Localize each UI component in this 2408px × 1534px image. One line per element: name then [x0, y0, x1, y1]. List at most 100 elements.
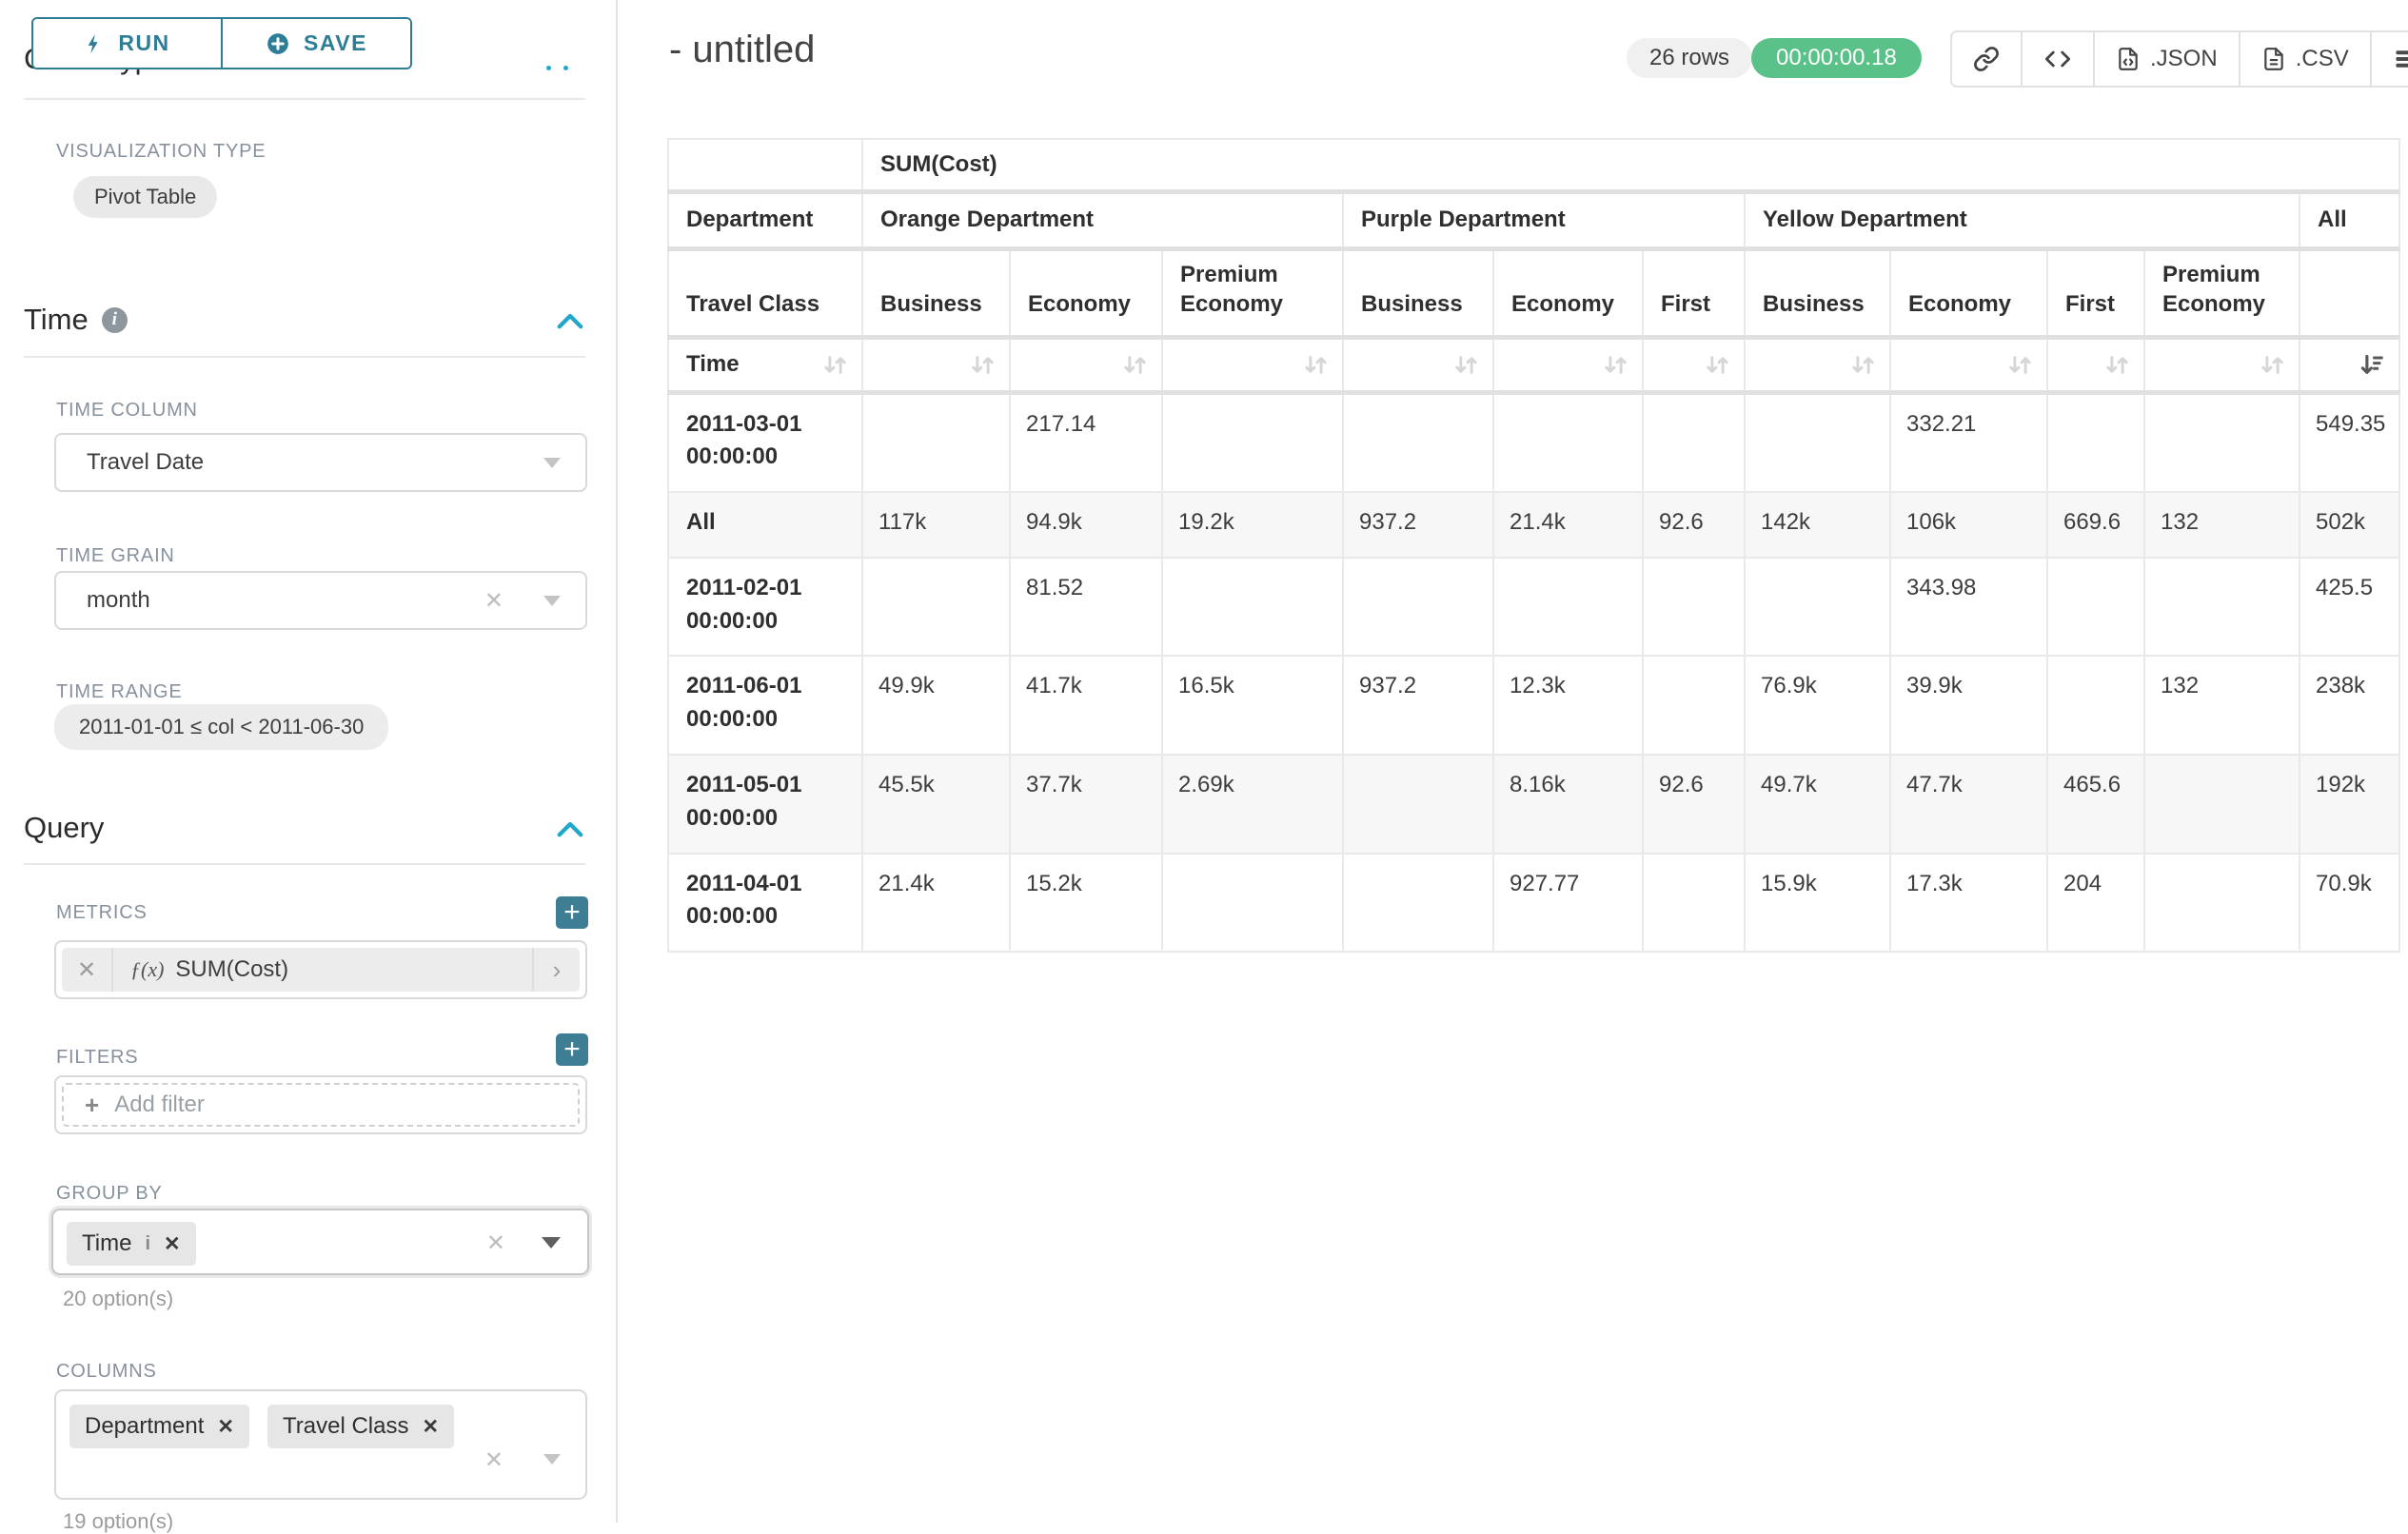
clear-icon[interactable]: ✕ — [484, 587, 503, 614]
travel-class-header: First — [1642, 247, 1746, 340]
value-cell: 2.69k — [1161, 754, 1344, 855]
sort-header[interactable] — [1889, 336, 2048, 395]
travel-class-header: Economy — [1492, 247, 1644, 340]
sort-header[interactable] — [861, 336, 1011, 395]
clear-icon[interactable]: ✕ — [484, 1447, 503, 1473]
export-csv-label: .CSV — [2295, 46, 2349, 71]
hamburger-menu-icon — [2396, 50, 2408, 68]
remove-chip-icon[interactable]: ✕ — [164, 1232, 181, 1255]
value-cell: 17.3k — [1889, 852, 2048, 954]
sort-header[interactable] — [1161, 336, 1344, 395]
value-cell: 16.5k — [1161, 655, 1344, 757]
value-cell: 81.52 — [1009, 556, 1163, 658]
add-filter-label: Add filter — [114, 1092, 205, 1117]
export-csv-button[interactable]: .CSV — [2238, 32, 2370, 86]
visualization-type-label: VISUALIZATION TYPE — [56, 141, 266, 162]
time-range-label: TIME RANGE — [56, 681, 183, 702]
value-cell: 332.21 — [1889, 390, 2048, 494]
add-metric-button[interactable]: + — [556, 896, 588, 929]
value-cell — [861, 390, 1011, 494]
visualization-type-pill[interactable]: Pivot Table — [73, 176, 218, 218]
row-count-badge: 26 rows — [1627, 38, 1753, 78]
time-range-pill[interactable]: 2011-01-01 ≤ col < 2011-06-30 — [54, 704, 389, 750]
value-cell: 92.6 — [1642, 491, 1746, 559]
sort-header[interactable] — [1342, 336, 1494, 395]
value-cell: 106k — [1889, 491, 2048, 559]
sort-icon — [1852, 355, 1874, 374]
value-cell: 937.2 — [1342, 491, 1494, 559]
travel-class-header: Premium Economy — [1161, 247, 1344, 340]
value-cell — [2046, 390, 2145, 494]
travel-class-header: Premium Economy — [2143, 247, 2300, 340]
time-grain-select[interactable]: month ✕ — [54, 571, 587, 630]
sort-icon — [2009, 355, 2031, 374]
columns-chip: Department ✕ — [69, 1405, 249, 1448]
columns-select[interactable]: Department ✕ Travel Class ✕ ✕ — [54, 1389, 587, 1500]
sort-icon — [972, 355, 994, 374]
sort-header[interactable] — [2299, 336, 2400, 395]
sort-icon — [824, 355, 846, 374]
corner-cell — [667, 138, 863, 194]
time-column-select[interactable]: Travel Date — [54, 433, 587, 492]
run-button-label: RUN — [118, 30, 170, 55]
info-icon: i — [145, 1232, 151, 1254]
remove-chip-icon[interactable]: ✕ — [422, 1415, 440, 1438]
sort-header[interactable] — [1642, 336, 1746, 395]
save-button[interactable]: SAVE — [221, 19, 410, 68]
value-cell: 8.16k — [1492, 754, 1644, 855]
menu-button[interactable] — [2369, 32, 2408, 86]
code-icon — [2044, 50, 2071, 68]
query-timer-badge: 00:00:00.18 — [1751, 38, 1922, 78]
chevron-up-icon[interactable] — [556, 310, 584, 331]
value-cell: 21.4k — [1492, 491, 1644, 559]
panel-drag-handle[interactable] — [546, 66, 568, 70]
caret-down-icon — [543, 1454, 561, 1465]
value-cell — [1492, 390, 1644, 494]
run-button[interactable]: RUN — [33, 19, 221, 68]
query-section-header[interactable]: Query — [24, 811, 104, 845]
value-cell — [1642, 852, 1746, 954]
copy-link-button[interactable] — [1952, 32, 2021, 86]
time-section-header[interactable]: Time i — [24, 303, 128, 337]
group-by-chip: Time i ✕ — [67, 1222, 196, 1266]
expand-metric-icon[interactable]: › — [532, 948, 580, 992]
group-by-select[interactable]: Time i ✕ ✕ — [51, 1209, 589, 1275]
export-json-label: .JSON — [2150, 46, 2218, 71]
sort-header-time[interactable]: Time — [667, 336, 863, 395]
value-cell: 927.77 — [1492, 852, 1644, 954]
clear-icon[interactable]: ✕ — [485, 1230, 505, 1256]
sort-header[interactable] — [2046, 336, 2145, 395]
remove-chip-icon[interactable]: ✕ — [217, 1415, 234, 1438]
value-cell: 37.7k — [1009, 754, 1163, 855]
remove-metric-icon[interactable]: ✕ — [62, 948, 113, 992]
value-cell — [1161, 852, 1344, 954]
sort-desc-active-icon — [2360, 354, 2383, 374]
travel-class-header: Business — [1744, 247, 1891, 340]
add-filter-plus-button[interactable]: + — [556, 1033, 588, 1066]
sort-header[interactable] — [2143, 336, 2300, 395]
sort-header[interactable] — [1009, 336, 1163, 395]
plus-circle-icon — [267, 32, 288, 54]
link-icon — [1974, 47, 1999, 71]
department-group-header: Purple Department — [1342, 190, 1746, 251]
value-cell: 76.9k — [1744, 655, 1891, 757]
metric-pill[interactable]: ✕ ƒ(x) SUM(Cost) › — [62, 948, 580, 992]
sort-header[interactable] — [1492, 336, 1644, 395]
metrics-control: ✕ ƒ(x) SUM(Cost) › — [54, 940, 587, 999]
export-json-button[interactable]: .JSON — [2093, 32, 2239, 86]
add-filter-button[interactable]: + Add filter — [62, 1083, 580, 1127]
value-cell — [2143, 754, 2300, 855]
sort-row: Time — [667, 336, 2400, 395]
control-panel-sidebar: Chart Type RUN SAVE VISUALIZATION TYPE P… — [0, 0, 618, 1533]
columns-option-count: 19 option(s) — [63, 1509, 174, 1533]
value-cell: 19.2k — [1161, 491, 1344, 559]
time-section-title: Time — [24, 303, 89, 336]
value-cell: 502k — [2299, 491, 2400, 559]
sort-header[interactable] — [1744, 336, 1891, 395]
value-cell — [2046, 556, 2145, 658]
embed-code-button[interactable] — [2021, 32, 2093, 86]
time-row-label: Time — [686, 351, 740, 377]
value-cell: 21.4k — [861, 852, 1011, 954]
chevron-up-icon[interactable] — [556, 818, 584, 839]
department-group-header: All — [2299, 190, 2400, 251]
